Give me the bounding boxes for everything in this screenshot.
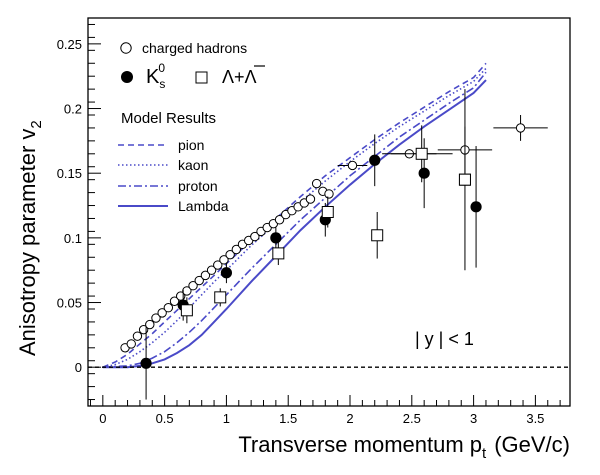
- charged-hadron-point: [515, 123, 526, 133]
- ks-point: [418, 167, 430, 179]
- charged-hadron-point: [225, 249, 235, 260]
- model-curve-proton: [102, 71, 487, 368]
- charged-hadron-point: [231, 244, 242, 255]
- y-tick-label: 0.05: [57, 296, 82, 311]
- charged-hadron-point: [311, 178, 322, 189]
- lambda-point: [272, 247, 285, 260]
- y-tick-label: 0.1: [64, 231, 82, 246]
- charged-hadron-point: [132, 331, 143, 341]
- x-axis-title-main: Transverse momentum p: [238, 432, 482, 457]
- charged-hadron-point: [324, 189, 334, 199]
- charged-hadron-point: [157, 308, 167, 318]
- legend-charged-marker: [120, 42, 132, 54]
- charged-hadron-point: [145, 319, 155, 330]
- x-tick-label: 3: [470, 411, 477, 426]
- legend-lambda-label: Λ+Λ: [222, 67, 257, 87]
- y-axis-title-main: Anisotropy parameter v: [15, 129, 40, 356]
- x-axis-title: Transverse momentum pt (GeV/c): [238, 432, 570, 462]
- rapidity-annotation: | y | < 1: [415, 329, 474, 349]
- charged-hadron-point: [250, 231, 260, 242]
- x-tick-label: 2: [346, 411, 353, 426]
- charged-hadron-point: [274, 215, 285, 225]
- x-tick-label: 0.5: [156, 411, 174, 426]
- legend-lambda-model-label: Lambda: [178, 198, 229, 214]
- ks-point: [270, 232, 282, 244]
- legend-ks-label: Ks 0: [146, 61, 165, 91]
- data-markers: [120, 89, 548, 400]
- y-axis-title: Anisotropy parameter v2: [15, 120, 45, 356]
- ks-point: [140, 357, 152, 369]
- legend-ks-sub: s: [159, 77, 165, 91]
- x-tick-label: 0: [99, 411, 106, 426]
- lambda-point: [371, 229, 384, 242]
- lambda-point: [415, 147, 428, 160]
- charged-hadron-point: [200, 270, 211, 281]
- legend-pion-label: pion: [178, 137, 204, 153]
- x-axis-title-unit: (GeV/c): [494, 432, 570, 457]
- y-tick-label: 0: [75, 360, 82, 375]
- y-axis-title-sub: 2: [28, 120, 45, 128]
- charged-hadron-point: [305, 194, 316, 204]
- lambda-point: [214, 291, 227, 304]
- y-tick-label: 0.15: [57, 166, 82, 181]
- x-tick-label: 2.5: [403, 411, 421, 426]
- model-curve-lambda: [102, 79, 487, 369]
- axis-ticks: 0 0.5 1 1.5 2 2.5 3 3.5 0 0.05 0.1 0.15 0.2 0.25: [57, 23, 561, 426]
- charged-hadron-point: [347, 160, 358, 171]
- charged-hadron-point: [163, 303, 174, 313]
- legend-proton-label: proton: [178, 178, 218, 194]
- lambda-point: [321, 206, 334, 218]
- x-tick-label: 3.5: [526, 411, 544, 426]
- y-tick-label: 0.2: [64, 102, 82, 117]
- charged-hadron-point: [219, 255, 229, 265]
- ks-point: [470, 201, 482, 213]
- lambda-point: [458, 173, 471, 186]
- legend-kaon-label: kaon: [178, 157, 208, 173]
- legend: charged hadrons Ks 0 Λ+Λ Model Results pi…: [118, 40, 265, 214]
- x-axis-title-sub: t: [482, 445, 487, 462]
- ks-point: [369, 154, 381, 166]
- model-curves: [102, 62, 487, 369]
- legend-ks-marker: [121, 71, 133, 83]
- model-curve-pion: [102, 62, 487, 368]
- x-tick-label: 1: [223, 411, 230, 426]
- charged-hadron-point: [188, 281, 198, 291]
- charged-hadron-point: [194, 275, 204, 286]
- legend-charged-label: charged hadrons: [142, 40, 247, 56]
- charged-hadron-point: [126, 339, 136, 349]
- plot-frame: [87, 17, 571, 407]
- charged-hadron-point: [169, 296, 180, 306]
- legend-ks-sup: 0: [158, 61, 165, 75]
- legend-ks-letter: K: [146, 66, 160, 88]
- charged-hadron-point: [151, 313, 161, 323]
- x-tick-label: 1.5: [279, 411, 297, 426]
- legend-lambda-marker: [195, 71, 208, 84]
- legend-model-title: Model Results: [121, 110, 216, 127]
- charged-hadron-point: [206, 265, 217, 275]
- y-tick-label: 0.25: [57, 37, 82, 52]
- charged-hadron-point: [213, 260, 223, 270]
- lambda-point: [180, 304, 193, 317]
- ks-point: [220, 267, 233, 279]
